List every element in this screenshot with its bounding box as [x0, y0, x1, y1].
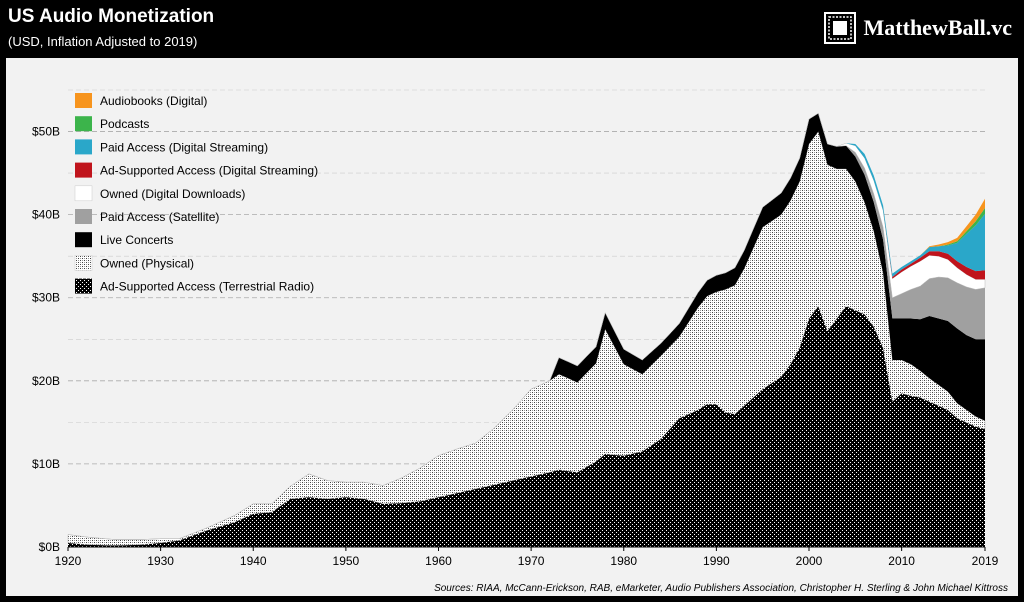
y-tick-label: $0B — [39, 540, 60, 554]
y-tick-label: $10B — [32, 457, 60, 471]
x-tick-label: 1940 — [240, 554, 267, 568]
legend-label-audiobooks: Audiobooks (Digital) — [100, 94, 207, 108]
brand: MatthewBall.vc — [823, 12, 1012, 44]
x-tick-label: 2000 — [796, 554, 823, 568]
legend-swatch-physical — [74, 255, 93, 271]
legend-label-ad-streaming: Ad-Supported Access (Digital Streaming) — [100, 164, 318, 178]
sources-note: Sources: RIAA, McCann-Erickson, RAB, eMa… — [434, 583, 1008, 594]
chart-title: US Audio Monetization — [8, 6, 215, 27]
legend-label-downloads: Owned (Digital Downloads) — [100, 187, 245, 201]
legend: Audiobooks (Digital) Podcasts Paid Access … — [74, 93, 318, 294]
y-tick-label: $30B — [32, 291, 60, 305]
y-tick-label: $40B — [32, 208, 60, 222]
legend-swatch-audiobooks — [75, 93, 92, 108]
x-tick-label: 1970 — [518, 554, 545, 568]
chart: $0B $10B $20B $30B $40B $50B 1920 1930 1940 1950… — [32, 89, 999, 568]
x-tick-label: 1960 — [425, 554, 452, 568]
stacked-areas — [67, 112, 986, 547]
legend-label-radio: Ad-Supported Access (Terrestrial Radio) — [100, 280, 314, 294]
chart-subtitle: (USD, Inflation Adjusted to 2019) — [8, 34, 198, 49]
y-tick-label: $20B — [32, 374, 60, 388]
legend-swatch-satellite — [75, 209, 92, 224]
legend-swatch-radio — [75, 278, 92, 294]
legend-label-podcasts: Podcasts — [100, 117, 149, 131]
x-tick-label: 1980 — [610, 554, 637, 568]
brand-logo-icon — [823, 12, 856, 44]
x-tick-label: 1930 — [147, 554, 174, 568]
x-axis: 1920 1930 1940 1950 1960 1970 1980 1990 2000 2010… — [55, 546, 999, 568]
y-axis: $0B $10B $20B $30B $40B $50B — [32, 125, 60, 554]
area-radio — [68, 306, 985, 547]
legend-label-physical: Owned (Physical) — [100, 256, 194, 270]
legend-label-satellite: Paid Access (Satellite) — [100, 210, 219, 224]
legend-swatch-downloads — [74, 185, 93, 202]
legend-label-live: Live Concerts — [100, 233, 173, 247]
x-tick-label: 1990 — [703, 554, 730, 568]
y-tick-label: $50B — [32, 125, 60, 139]
x-tick-label: 2019 — [972, 554, 999, 568]
legend-swatch-paid-streaming — [75, 139, 92, 155]
area-downloads — [67, 112, 986, 540]
brand-name: MatthewBall.vc — [863, 15, 1012, 40]
x-tick-label: 2010 — [888, 554, 915, 568]
legend-swatch-ad-streaming — [75, 162, 92, 178]
legend-swatch-podcasts — [75, 116, 92, 132]
legend-swatch-live — [75, 232, 92, 248]
legend-label-paid-streaming: Paid Access (Digital Streaming) — [100, 140, 268, 154]
x-tick-label: 1920 — [55, 554, 82, 568]
x-tick-label: 1950 — [333, 554, 360, 568]
